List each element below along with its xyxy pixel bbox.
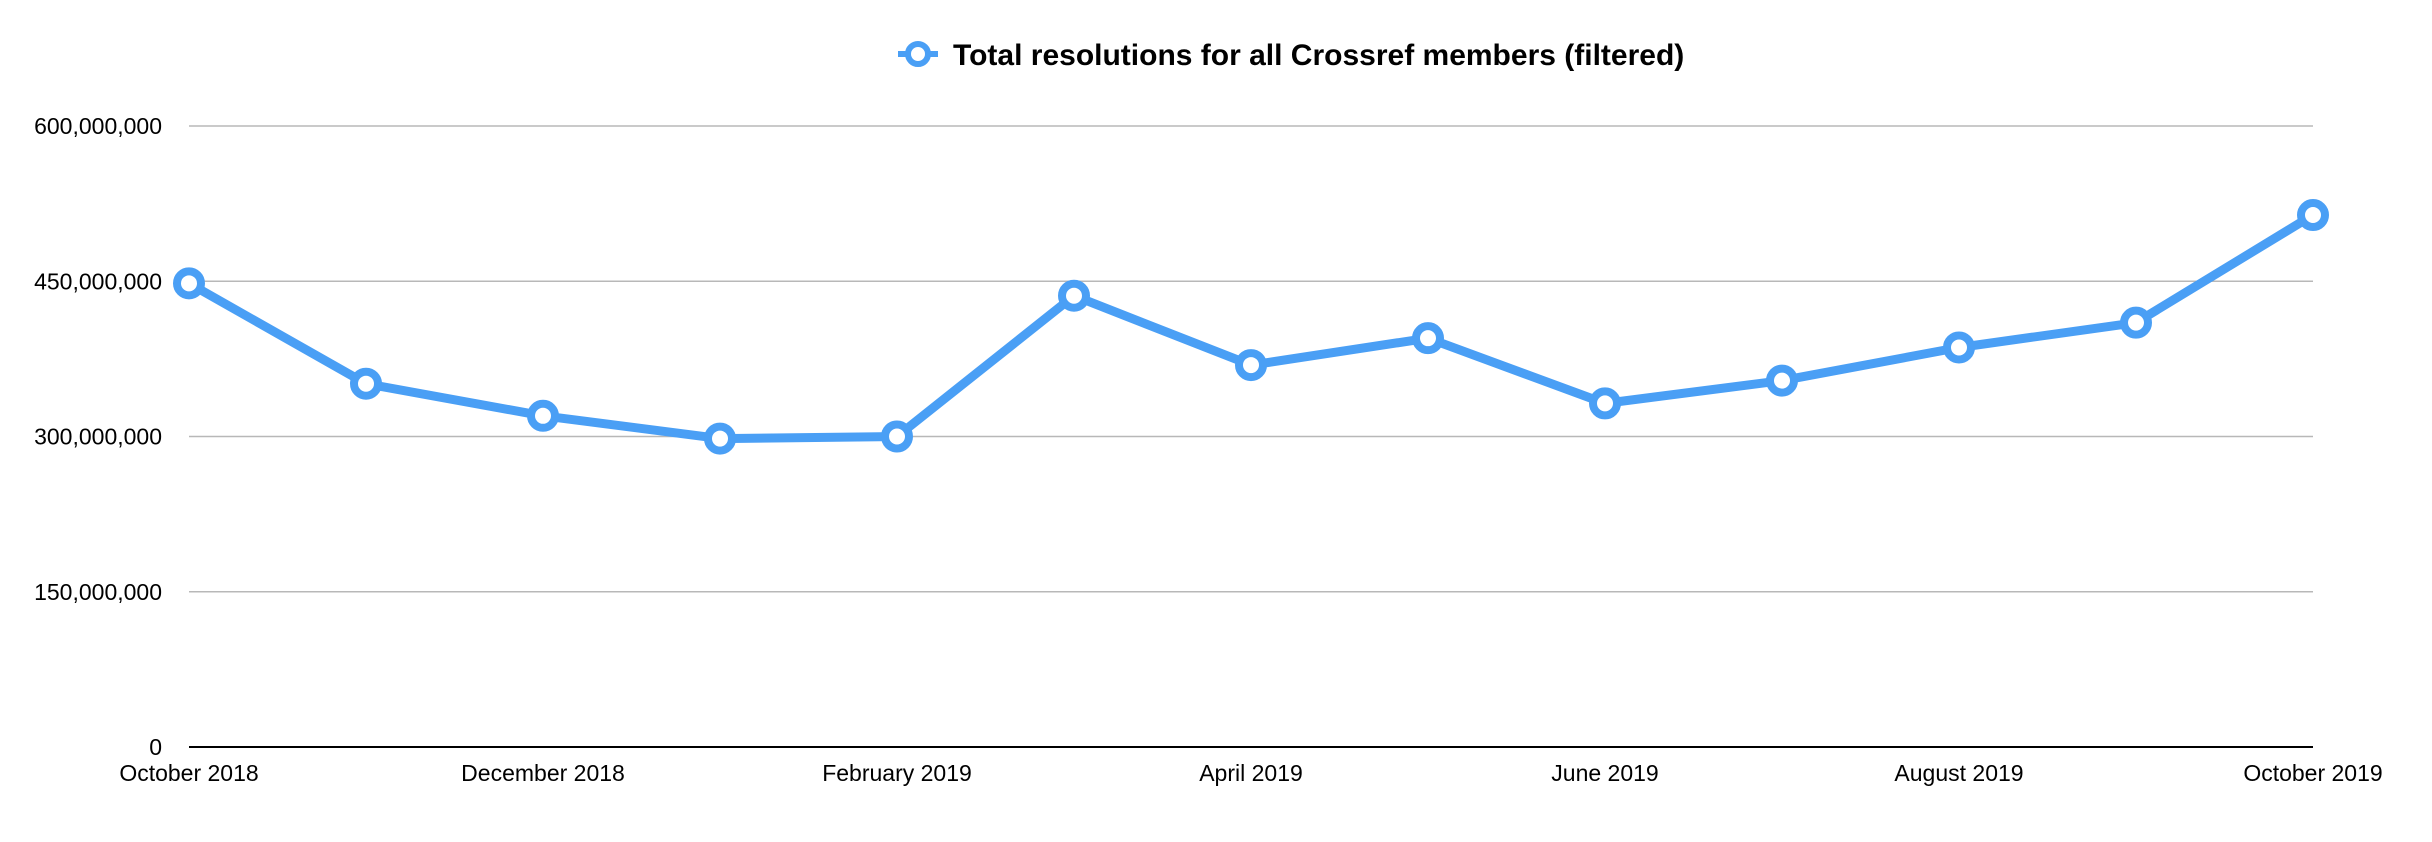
y-tick-label: 150,000,000 bbox=[34, 579, 162, 605]
data-point bbox=[881, 420, 913, 453]
x-tick-label: October 2019 bbox=[2243, 760, 2382, 786]
data-point bbox=[527, 399, 559, 432]
legend-marker-swatch bbox=[905, 41, 931, 67]
x-tick-label: August 2019 bbox=[1894, 760, 2023, 786]
data-point bbox=[1235, 349, 1267, 382]
x-tick-label: June 2019 bbox=[1551, 760, 1658, 786]
series-line bbox=[186, 211, 2316, 444]
legend: Total resolutions for all Crossref membe… bbox=[898, 39, 1684, 72]
x-tick-label: February 2019 bbox=[822, 760, 972, 786]
x-tick-label: December 2018 bbox=[461, 760, 625, 786]
data-point bbox=[350, 367, 382, 400]
legend-label: Total resolutions for all Crossref membe… bbox=[953, 39, 1684, 72]
x-tick-label: April 2019 bbox=[1199, 760, 1303, 786]
data-point bbox=[1766, 364, 1798, 397]
y-tick-label: 0 bbox=[149, 734, 162, 760]
data-point bbox=[704, 422, 736, 455]
data-point bbox=[2297, 199, 2329, 232]
data-point bbox=[173, 267, 205, 300]
data-point bbox=[1058, 279, 1090, 312]
y-tick-label: 300,000,000 bbox=[34, 424, 162, 450]
data-point bbox=[2120, 306, 2152, 339]
data-point bbox=[1943, 331, 1975, 364]
data-point bbox=[1589, 387, 1621, 420]
x-tick-label: October 2018 bbox=[119, 760, 258, 786]
y-tick-label: 600,000,000 bbox=[34, 113, 162, 139]
y-tick-label: 450,000,000 bbox=[34, 268, 162, 294]
data-point bbox=[1412, 322, 1444, 355]
